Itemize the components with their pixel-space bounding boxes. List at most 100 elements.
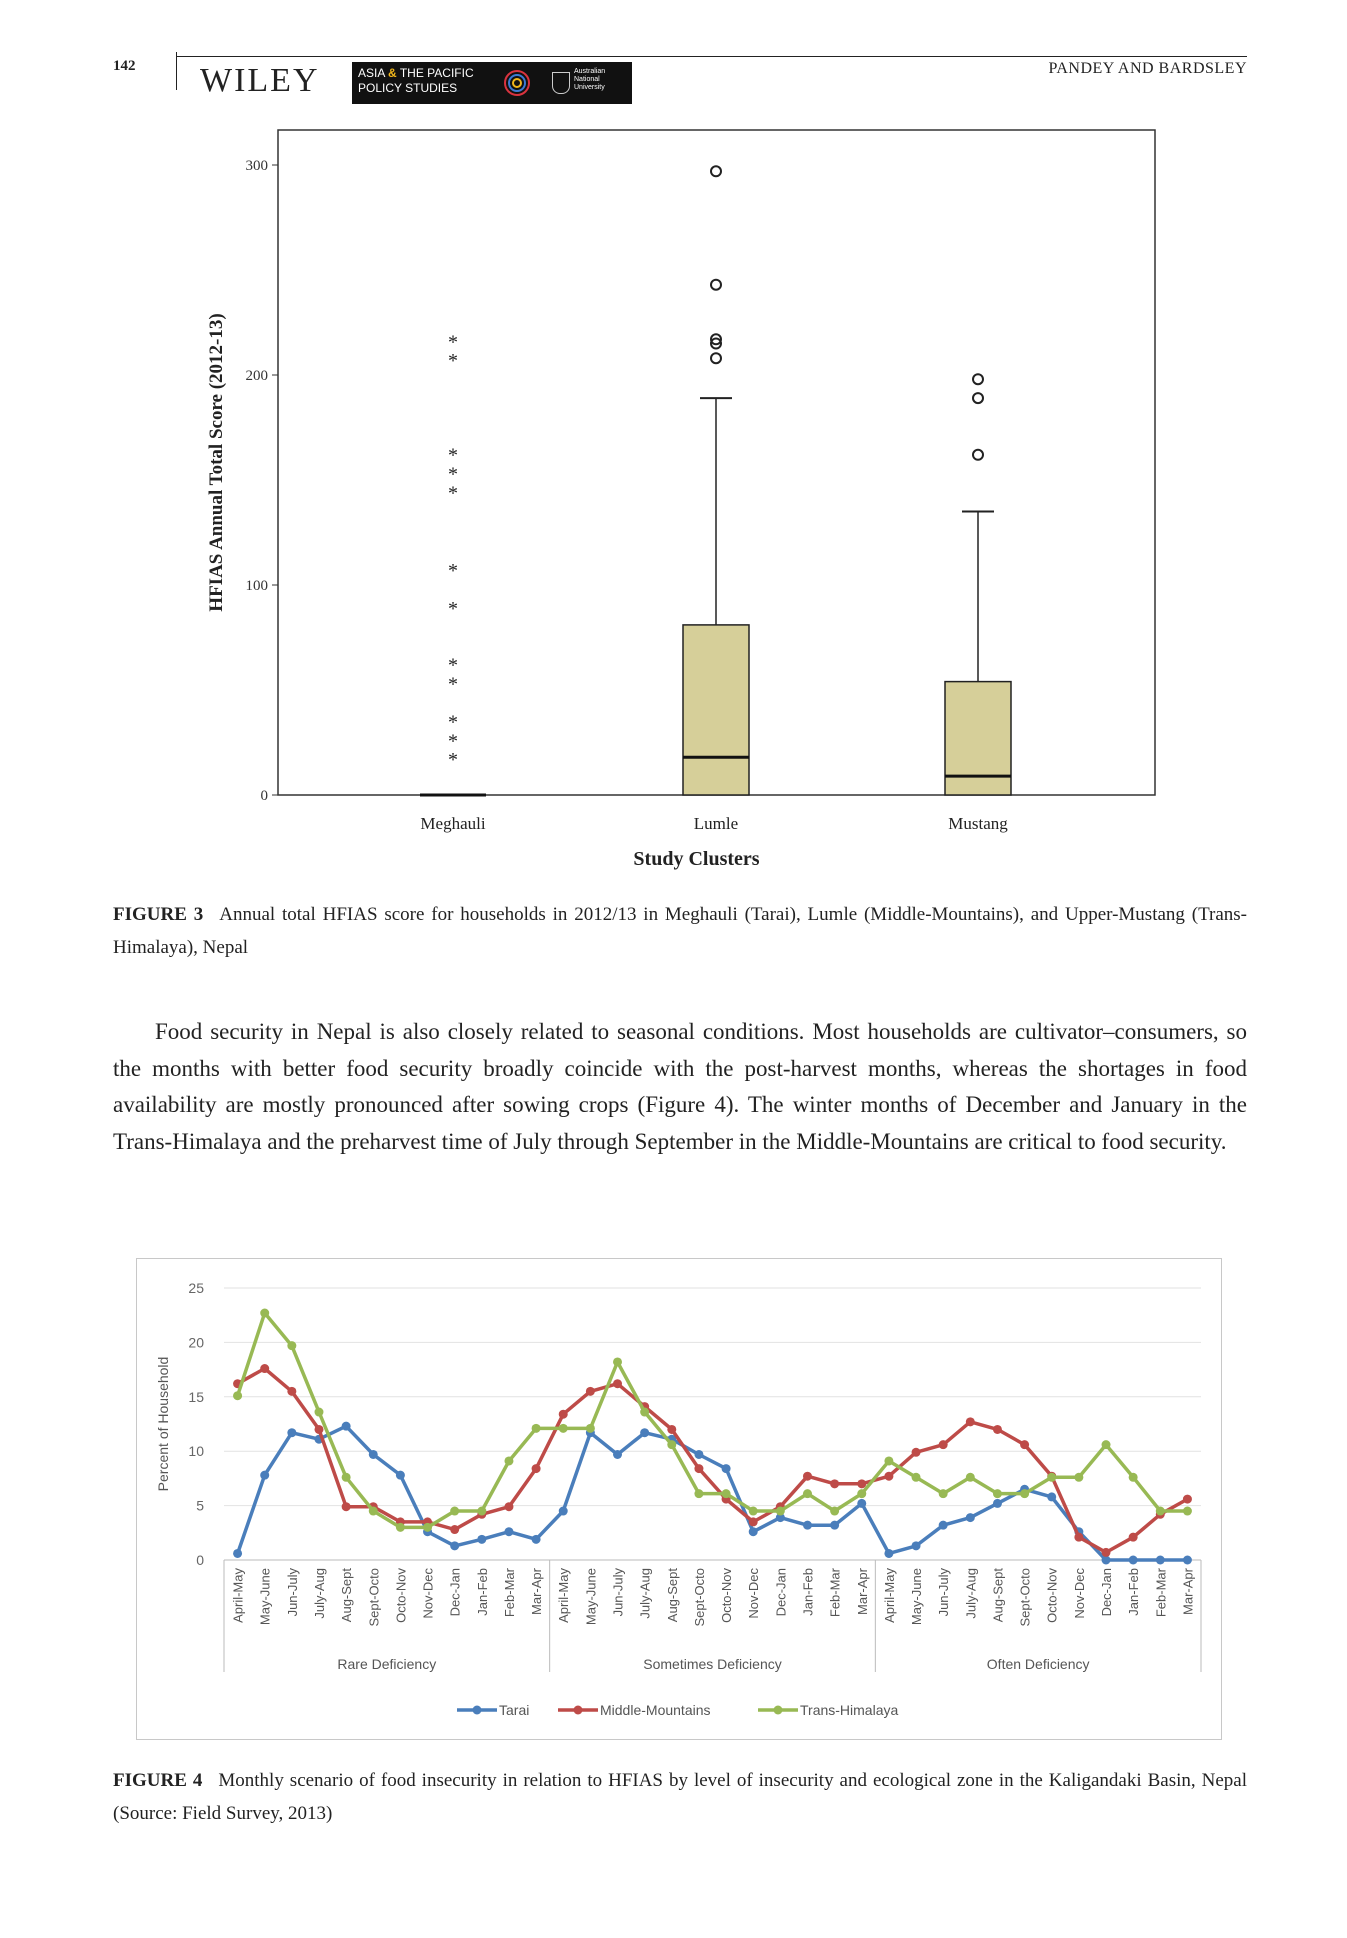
- journal-swirl-icon: [504, 70, 530, 96]
- data-point: [1020, 1489, 1030, 1499]
- x-tick-label: Nov-Dec: [1072, 1568, 1087, 1619]
- y-tick-label: 10: [188, 1443, 204, 1459]
- data-point: [965, 1417, 975, 1427]
- extreme-outlier-point: *: [448, 331, 458, 353]
- data-point: [992, 1498, 1002, 1508]
- x-tick-label: Meghauli: [420, 814, 485, 833]
- x-tick-label: Dec-Jan: [1099, 1568, 1114, 1616]
- data-point: [1128, 1555, 1138, 1565]
- data-point: [938, 1520, 948, 1530]
- data-point: [802, 1471, 812, 1481]
- figure3-label: FIGURE 3: [113, 904, 204, 925]
- data-point: [585, 1386, 595, 1396]
- data-point: [911, 1447, 921, 1457]
- y-tick-label: 0: [196, 1552, 204, 1568]
- data-point: [585, 1423, 595, 1433]
- outlier-point: [972, 373, 984, 386]
- legend-marker: [773, 1705, 783, 1715]
- x-tick-label: Feb-Mar: [1153, 1567, 1168, 1617]
- data-point: [965, 1513, 975, 1523]
- x-tick-label: Nov-Dec: [421, 1568, 436, 1619]
- figure4-caption-text: Monthly scenario of food insecurity in r…: [113, 1770, 1247, 1824]
- data-point: [558, 1409, 568, 1419]
- x-tick-label: Dec-Jan: [773, 1568, 788, 1616]
- x-tick-label: April-May: [231, 1568, 246, 1623]
- series-line: [236, 1366, 1189, 1555]
- y-tick-label: 20: [188, 1334, 204, 1350]
- data-point: [640, 1407, 650, 1417]
- figure3-boxplot: 0 100 200 300 HFIAS Annual Total Score (2012…: [206, 129, 1156, 870]
- data-point: [775, 1506, 785, 1516]
- data-point: [1182, 1494, 1192, 1504]
- x-tick-label: Jan-Feb: [475, 1568, 490, 1616]
- data-point: [1182, 1555, 1192, 1565]
- data-point: [450, 1506, 460, 1516]
- figure4-caption: FIGURE 4 Monthly scenario of food insecur…: [113, 1764, 1247, 1830]
- data-point: [1101, 1555, 1111, 1565]
- data-point: [640, 1428, 650, 1438]
- x-tick-label: Feb-Mar: [828, 1567, 843, 1617]
- data-point: [694, 1489, 704, 1499]
- data-point: [260, 1364, 270, 1374]
- data-point: [1047, 1472, 1057, 1482]
- group-label: Often Deficiency: [987, 1656, 1090, 1672]
- data-point: [1074, 1472, 1084, 1482]
- y-axis-label: Percent of Household: [155, 1357, 171, 1492]
- x-tick-label: Dec-Jan: [448, 1568, 463, 1616]
- university-name: Australian National University: [574, 68, 606, 91]
- data-point: [1155, 1555, 1165, 1565]
- data-point: [748, 1517, 758, 1527]
- x-tick-label: Jun-July: [611, 1568, 626, 1617]
- extreme-outlier-point: *: [448, 483, 458, 505]
- body-paragraph: Food security in Nepal is also closely r…: [113, 1019, 1247, 1154]
- data-point: [287, 1428, 297, 1438]
- y-axis-label: HFIAS Annual Total Score (2012-13): [206, 313, 227, 611]
- x-tick-label: Aug-Sept: [665, 1568, 680, 1623]
- data-point: [477, 1534, 487, 1544]
- x-tick-label: Feb-Mar: [502, 1567, 517, 1617]
- data-point: [884, 1548, 894, 1558]
- data-point: [558, 1506, 568, 1516]
- outlier-point: [972, 448, 984, 461]
- extreme-outlier-point: *: [448, 730, 458, 752]
- x-tick-label: Mar-Apr: [1180, 1567, 1195, 1615]
- data-point: [395, 1470, 405, 1480]
- data-point: [1128, 1472, 1138, 1482]
- legend-label: Tarai: [499, 1702, 529, 1718]
- data-point: [1155, 1506, 1165, 1516]
- data-point: [558, 1423, 568, 1433]
- data-point: [341, 1421, 351, 1431]
- box: [944, 680, 1012, 796]
- extreme-outlier-point: *: [448, 464, 458, 486]
- data-point: [721, 1464, 731, 1474]
- legend-label: Trans-Himalaya: [800, 1702, 898, 1718]
- extreme-outlier-point: *: [448, 560, 458, 582]
- journal-title-line2: POLICY STUDIES: [358, 81, 458, 95]
- data-point: [1020, 1440, 1030, 1450]
- figure3-caption-text: Annual total HFIAS score for households …: [113, 904, 1247, 958]
- data-point: [287, 1386, 297, 1396]
- data-point: [1182, 1506, 1192, 1516]
- data-point: [613, 1449, 623, 1459]
- extreme-outlier-point: *: [448, 350, 458, 372]
- data-point: [694, 1464, 704, 1474]
- data-point: [992, 1424, 1002, 1434]
- data-point: [721, 1489, 731, 1499]
- x-tick-label: Sept-Octo: [692, 1568, 707, 1627]
- outlier-point: [710, 165, 722, 178]
- data-point: [748, 1527, 758, 1537]
- data-point: [748, 1506, 758, 1516]
- x-tick-label: May-June: [909, 1568, 924, 1625]
- data-point: [260, 1470, 270, 1480]
- group-label: Rare Deficiency: [337, 1656, 436, 1672]
- data-point: [423, 1522, 433, 1532]
- data-point: [965, 1472, 975, 1482]
- y-tick-label: 15: [188, 1389, 204, 1405]
- data-point: [613, 1379, 623, 1389]
- data-point: [368, 1506, 378, 1516]
- data-point: [857, 1489, 867, 1499]
- extreme-outlier-point: *: [448, 655, 458, 677]
- data-point: [667, 1440, 677, 1450]
- x-tick-label: May-June: [258, 1568, 273, 1625]
- x-tick-label: July-Aug: [312, 1568, 327, 1619]
